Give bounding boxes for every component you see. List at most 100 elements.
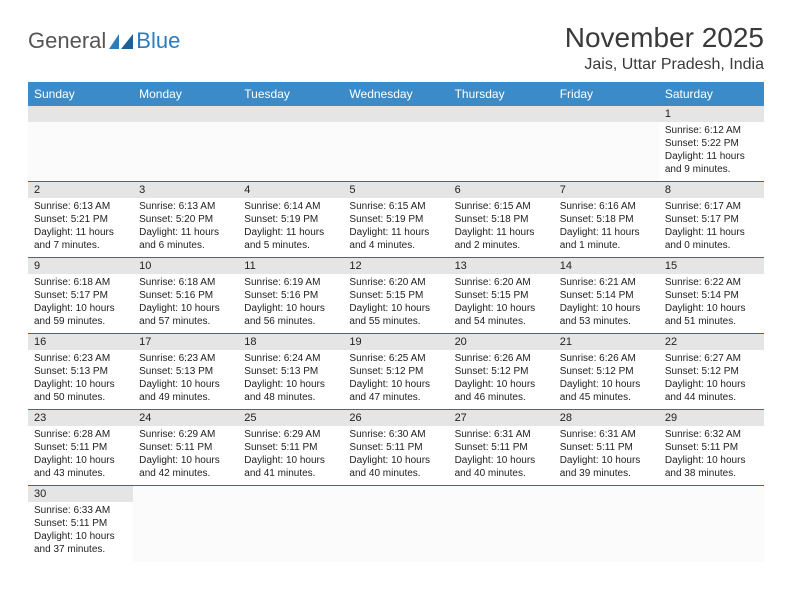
daylight-text: Daylight: 10 hours and 46 minutes. [455, 378, 548, 404]
day-cell: 7Sunrise: 6:16 AMSunset: 5:18 PMDaylight… [554, 182, 659, 258]
daylight-text: Daylight: 10 hours and 59 minutes. [34, 302, 127, 328]
day-details: Sunrise: 6:14 AMSunset: 5:19 PMDaylight:… [238, 198, 343, 256]
day-number: 12 [343, 258, 448, 274]
day-cell: 24Sunrise: 6:29 AMSunset: 5:11 PMDayligh… [133, 410, 238, 486]
sunrise-text: Sunrise: 6:33 AM [34, 504, 127, 517]
daylight-text: Daylight: 11 hours and 9 minutes. [665, 150, 758, 176]
daylight-text: Daylight: 10 hours and 40 minutes. [349, 454, 442, 480]
location-label: Jais, Uttar Pradesh, India [565, 56, 764, 74]
day-cell: 12Sunrise: 6:20 AMSunset: 5:15 PMDayligh… [343, 258, 448, 334]
day-cell: 9Sunrise: 6:18 AMSunset: 5:17 PMDaylight… [28, 258, 133, 334]
day-cell: 11Sunrise: 6:19 AMSunset: 5:16 PMDayligh… [238, 258, 343, 334]
sunset-text: Sunset: 5:13 PM [34, 365, 127, 378]
day-cell: 10Sunrise: 6:18 AMSunset: 5:16 PMDayligh… [133, 258, 238, 334]
empty-cell [28, 106, 133, 182]
day-cell: 8Sunrise: 6:17 AMSunset: 5:17 PMDaylight… [659, 182, 764, 258]
day-cell: 28Sunrise: 6:31 AMSunset: 5:11 PMDayligh… [554, 410, 659, 486]
day-number: 18 [238, 334, 343, 350]
month-title: November 2025 [565, 22, 764, 54]
sunrise-text: Sunrise: 6:31 AM [560, 428, 653, 441]
day-details: Sunrise: 6:16 AMSunset: 5:18 PMDaylight:… [554, 198, 659, 256]
sunset-text: Sunset: 5:19 PM [244, 213, 337, 226]
day-details: Sunrise: 6:17 AMSunset: 5:17 PMDaylight:… [659, 198, 764, 256]
empty-cell [449, 106, 554, 182]
calendar-grid: SundayMondayTuesdayWednesdayThursdayFrid… [28, 82, 764, 562]
sunset-text: Sunset: 5:22 PM [665, 137, 758, 150]
day-number: 29 [659, 410, 764, 426]
dow-header: Monday [133, 82, 238, 106]
sunrise-text: Sunrise: 6:28 AM [34, 428, 127, 441]
day-details: Sunrise: 6:32 AMSunset: 5:11 PMDaylight:… [659, 426, 764, 484]
sunrise-text: Sunrise: 6:32 AM [665, 428, 758, 441]
daylight-text: Daylight: 10 hours and 45 minutes. [560, 378, 653, 404]
day-number: 11 [238, 258, 343, 274]
day-cell: 14Sunrise: 6:21 AMSunset: 5:14 PMDayligh… [554, 258, 659, 334]
sunrise-text: Sunrise: 6:23 AM [34, 352, 127, 365]
day-details: Sunrise: 6:21 AMSunset: 5:14 PMDaylight:… [554, 274, 659, 332]
sunset-text: Sunset: 5:15 PM [349, 289, 442, 302]
sunrise-text: Sunrise: 6:25 AM [349, 352, 442, 365]
day-cell: 22Sunrise: 6:27 AMSunset: 5:12 PMDayligh… [659, 334, 764, 410]
sunset-text: Sunset: 5:14 PM [665, 289, 758, 302]
day-number: 4 [238, 182, 343, 198]
sunset-text: Sunset: 5:16 PM [139, 289, 232, 302]
daylight-text: Daylight: 10 hours and 38 minutes. [665, 454, 758, 480]
day-details: Sunrise: 6:29 AMSunset: 5:11 PMDaylight:… [238, 426, 343, 484]
sunrise-text: Sunrise: 6:13 AM [139, 200, 232, 213]
day-cell: 4Sunrise: 6:14 AMSunset: 5:19 PMDaylight… [238, 182, 343, 258]
day-cell: 1 Sunrise: 6:12 AMSunset: 5:22 PMDaylight… [659, 106, 764, 182]
sunset-text: Sunset: 5:11 PM [139, 441, 232, 454]
empty-cell [133, 486, 238, 562]
daylight-text: Daylight: 11 hours and 5 minutes. [244, 226, 337, 252]
day-details: Sunrise: 6:28 AMSunset: 5:11 PMDaylight:… [28, 426, 133, 484]
daylight-text: Daylight: 10 hours and 50 minutes. [34, 378, 127, 404]
sunset-text: Sunset: 5:12 PM [455, 365, 548, 378]
sunset-text: Sunset: 5:11 PM [665, 441, 758, 454]
day-number: 30 [28, 486, 133, 502]
day-number: 26 [343, 410, 448, 426]
day-details: Sunrise: 6:19 AMSunset: 5:16 PMDaylight:… [238, 274, 343, 332]
day-number: 7 [554, 182, 659, 198]
sunrise-text: Sunrise: 6:26 AM [455, 352, 548, 365]
header-row: General Blue November 2025 Jais, Uttar P… [28, 22, 764, 74]
day-details: Sunrise: 6:20 AMSunset: 5:15 PMDaylight:… [343, 274, 448, 332]
logo-text-general: General [28, 28, 106, 54]
day-number: 2 [28, 182, 133, 198]
sunrise-text: Sunrise: 6:30 AM [349, 428, 442, 441]
daylight-text: Daylight: 10 hours and 48 minutes. [244, 378, 337, 404]
day-details: Sunrise: 6:22 AMSunset: 5:14 PMDaylight:… [659, 274, 764, 332]
daylight-text: Daylight: 11 hours and 1 minute. [560, 226, 653, 252]
day-number: 3 [133, 182, 238, 198]
daylight-text: Daylight: 10 hours and 47 minutes. [349, 378, 442, 404]
day-number: 9 [28, 258, 133, 274]
day-number: 14 [554, 258, 659, 274]
dow-header: Tuesday [238, 82, 343, 106]
daylight-text: Daylight: 10 hours and 51 minutes. [665, 302, 758, 328]
day-details: Sunrise: 6:30 AMSunset: 5:11 PMDaylight:… [343, 426, 448, 484]
daylight-text: Daylight: 10 hours and 42 minutes. [139, 454, 232, 480]
empty-cell [238, 486, 343, 562]
daylight-text: Daylight: 11 hours and 2 minutes. [455, 226, 548, 252]
sunset-text: Sunset: 5:18 PM [455, 213, 548, 226]
sunset-text: Sunset: 5:18 PM [560, 213, 653, 226]
day-number: 25 [238, 410, 343, 426]
sunrise-text: Sunrise: 6:27 AM [665, 352, 758, 365]
day-number: 24 [133, 410, 238, 426]
empty-cell [343, 106, 448, 182]
day-cell: 19Sunrise: 6:25 AMSunset: 5:12 PMDayligh… [343, 334, 448, 410]
sunset-text: Sunset: 5:14 PM [560, 289, 653, 302]
day-details: Sunrise: 6:13 AMSunset: 5:21 PMDaylight:… [28, 198, 133, 256]
logo: General Blue [28, 28, 180, 54]
day-number: 21 [554, 334, 659, 350]
empty-cell [449, 486, 554, 562]
day-details: Sunrise: 6:23 AMSunset: 5:13 PMDaylight:… [133, 350, 238, 408]
day-cell: 23Sunrise: 6:28 AMSunset: 5:11 PMDayligh… [28, 410, 133, 486]
day-cell: 25Sunrise: 6:29 AMSunset: 5:11 PMDayligh… [238, 410, 343, 486]
sunrise-text: Sunrise: 6:22 AM [665, 276, 758, 289]
sunrise-text: Sunrise: 6:12 AM [665, 124, 758, 137]
sunrise-text: Sunrise: 6:21 AM [560, 276, 653, 289]
day-number: 1 [659, 106, 764, 122]
daylight-text: Daylight: 10 hours and 41 minutes. [244, 454, 337, 480]
daylight-text: Daylight: 10 hours and 40 minutes. [455, 454, 548, 480]
sunset-text: Sunset: 5:12 PM [560, 365, 653, 378]
